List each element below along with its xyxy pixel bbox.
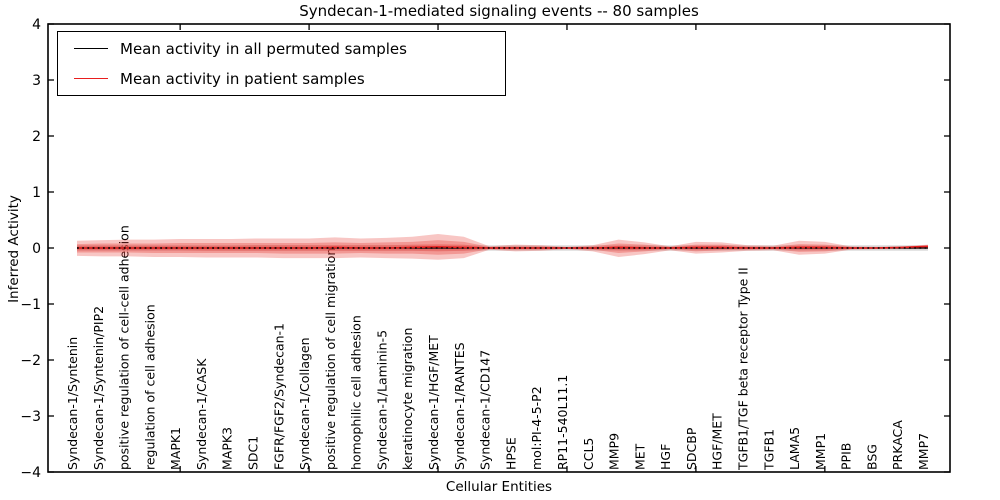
category-label: Syndecan-1/RANTES — [452, 342, 467, 470]
category-label: Syndecan-1/CD147 — [478, 350, 493, 470]
y-tick-label: −1 — [20, 297, 41, 313]
category-label: mol:PI-4-5-P2 — [529, 386, 544, 470]
category-label: SDCBP — [684, 427, 699, 470]
category-label: SDC1 — [246, 436, 261, 470]
x-axis-label: Cellular Entities — [445, 479, 553, 495]
category-label: FGFR/FGF2/Syndecan-1 — [271, 323, 286, 470]
patient-outer-band — [77, 234, 928, 260]
y-tick-label: 3 — [32, 73, 41, 89]
category-label: BSG — [864, 444, 879, 470]
category-label: Syndecan-1/Collagen — [297, 337, 312, 470]
category-label: MAPK1 — [168, 427, 183, 470]
category-label: CCL5 — [581, 438, 596, 470]
legend-label: Mean activity in all permuted samples — [120, 39, 407, 58]
category-label: RP11-540L11.1 — [555, 375, 570, 470]
category-label: keratinocyte migration — [400, 328, 415, 470]
category-label: positive regulation of cell migration — [323, 248, 338, 470]
category-label: regulation of cell adhesion — [142, 304, 157, 470]
category-label: Syndecan-1/HGF/MET — [426, 335, 441, 470]
category-label: TGFB1 — [761, 429, 776, 471]
category-label: LAMA5 — [787, 427, 802, 470]
category-label: HPSE — [503, 437, 518, 470]
y-tick-label: −2 — [20, 353, 41, 369]
category-label: Syndecan-1/CASK — [194, 358, 209, 470]
category-label: TGFB1/TGF beta receptor Type II — [735, 267, 750, 471]
legend: Mean activity in all permuted samples Mea… — [57, 31, 506, 96]
category-label: homophilic cell adhesion — [349, 315, 364, 470]
legend-line-sample — [74, 48, 108, 49]
legend-line-sample — [74, 78, 108, 79]
y-tick-label: 4 — [32, 17, 41, 33]
category-label: MMP7 — [916, 433, 931, 470]
category-label: Syndecan-1/Syntenin/PIP2 — [91, 306, 106, 470]
category-label: PPIB — [839, 443, 854, 470]
category-label: HGF/MET — [710, 413, 725, 470]
category-label: HGF — [658, 444, 673, 470]
category-label: MET — [632, 443, 647, 470]
legend-item: Mean activity in patient samples — [58, 64, 505, 94]
legend-item: Mean activity in all permuted samples — [58, 34, 505, 64]
category-label: Syndecan-1/Laminin-5 — [374, 330, 389, 470]
category-label: positive regulation of cell-cell adhesio… — [117, 225, 132, 470]
y-tick-label: 2 — [32, 129, 41, 145]
category-label: Syndecan-1/Syntenin — [65, 337, 80, 470]
y-tick-label: −4 — [20, 465, 41, 481]
y-tick-label: 1 — [32, 185, 41, 201]
y-tick-label: −3 — [20, 409, 41, 425]
category-label: MMP9 — [607, 433, 622, 470]
category-label: MMP1 — [813, 433, 828, 470]
category-label: PRKACA — [890, 420, 905, 470]
y-tick-label: 0 — [32, 241, 41, 257]
category-label: MAPK3 — [220, 427, 235, 470]
legend-label: Mean activity in patient samples — [120, 69, 365, 88]
chart-title: Syndecan-1-mediated signaling events -- … — [299, 2, 699, 20]
